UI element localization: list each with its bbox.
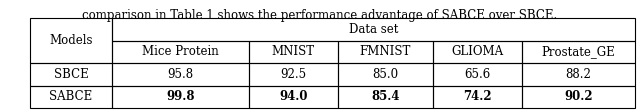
Bar bbox=[522, 85, 635, 108]
Text: Mice Protein: Mice Protein bbox=[142, 45, 219, 58]
Text: 85.0: 85.0 bbox=[372, 68, 399, 81]
Text: 94.0: 94.0 bbox=[279, 90, 307, 103]
Bar bbox=[338, 40, 433, 63]
Text: Prostate_GE: Prostate_GE bbox=[541, 45, 616, 58]
Bar bbox=[112, 18, 635, 40]
Text: 99.8: 99.8 bbox=[166, 90, 195, 103]
Bar bbox=[433, 40, 522, 63]
Text: 85.4: 85.4 bbox=[371, 90, 400, 103]
Bar bbox=[112, 40, 249, 63]
Bar bbox=[249, 85, 338, 108]
Bar bbox=[522, 63, 635, 85]
Text: FMNIST: FMNIST bbox=[360, 45, 411, 58]
Text: 88.2: 88.2 bbox=[566, 68, 591, 81]
Bar bbox=[433, 63, 522, 85]
Text: comparison in Table 1 shows the performance advantage of SABCE over SBCE.: comparison in Table 1 shows the performa… bbox=[83, 9, 557, 22]
Bar bbox=[112, 63, 249, 85]
Text: SBCE: SBCE bbox=[54, 68, 88, 81]
Text: SABCE: SABCE bbox=[49, 90, 93, 103]
Bar bbox=[112, 85, 249, 108]
Text: Data set: Data set bbox=[349, 23, 398, 36]
Text: 65.6: 65.6 bbox=[465, 68, 491, 81]
Text: 92.5: 92.5 bbox=[280, 68, 307, 81]
Bar bbox=[30, 85, 112, 108]
Text: GLIOMA: GLIOMA bbox=[452, 45, 504, 58]
Bar bbox=[249, 63, 338, 85]
Bar bbox=[30, 63, 112, 85]
Text: MNIST: MNIST bbox=[271, 45, 315, 58]
Bar bbox=[30, 18, 112, 63]
Text: 95.8: 95.8 bbox=[167, 68, 193, 81]
Text: 74.2: 74.2 bbox=[463, 90, 492, 103]
Bar bbox=[522, 40, 635, 63]
Bar bbox=[433, 85, 522, 108]
Text: Models: Models bbox=[49, 34, 93, 47]
Bar bbox=[249, 40, 338, 63]
Text: 90.2: 90.2 bbox=[564, 90, 593, 103]
Bar bbox=[338, 85, 433, 108]
Bar bbox=[338, 63, 433, 85]
